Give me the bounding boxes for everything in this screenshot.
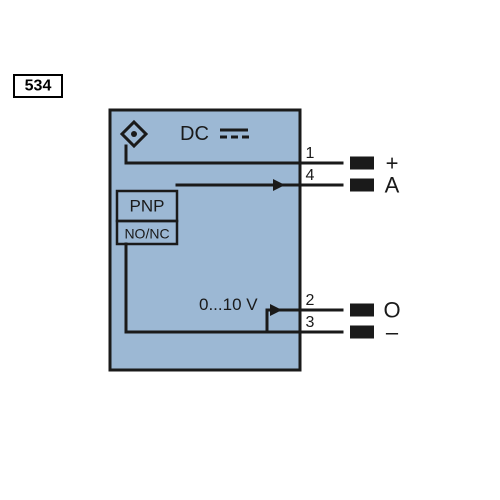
pnp-label: PNP bbox=[130, 197, 165, 216]
id-box-label: 534 bbox=[25, 78, 52, 95]
terminal-block bbox=[350, 326, 374, 339]
terminal-block bbox=[350, 157, 374, 170]
terminal-block bbox=[350, 304, 374, 317]
terminal-label: – bbox=[386, 320, 399, 345]
dc-label: DC bbox=[180, 123, 209, 145]
id-box: 534 bbox=[14, 75, 62, 97]
terminal-label: A bbox=[385, 173, 400, 198]
terminal-block bbox=[350, 179, 374, 192]
pin-number: 1 bbox=[306, 145, 315, 162]
voltage-label: 0...10 V bbox=[199, 295, 258, 314]
pin-number: 4 bbox=[306, 167, 315, 184]
pin-number: 2 bbox=[306, 292, 315, 309]
nonc-label: NO/NC bbox=[124, 226, 169, 242]
pin-number: 3 bbox=[306, 314, 315, 331]
